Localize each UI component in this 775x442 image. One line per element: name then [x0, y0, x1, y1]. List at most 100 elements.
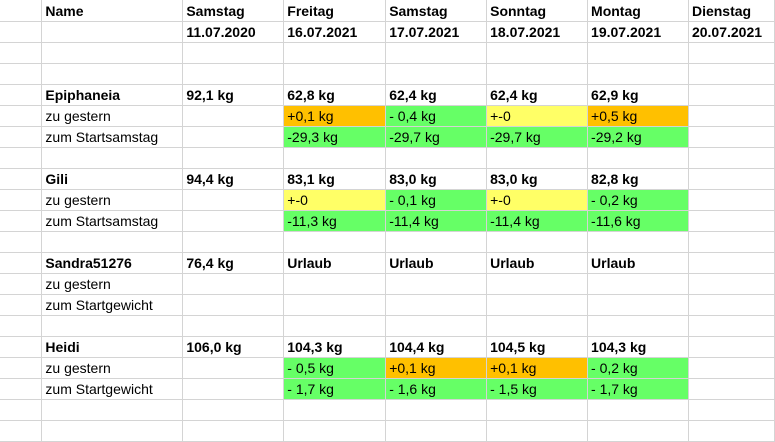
sheet-cell-empty[interactable] [182, 231, 285, 253]
sheet-cell-empty[interactable] [688, 273, 775, 295]
sheet-cell-empty[interactable] [385, 294, 488, 316]
value-cell[interactable]: - 0,5 kg [283, 357, 387, 379]
value-cell[interactable]: - 0,2 kg [587, 189, 689, 211]
sheet-cell-empty[interactable] [587, 42, 689, 64]
value-cell[interactable] [688, 378, 775, 400]
sheet-cell-empty[interactable] [385, 42, 488, 64]
sheet-cell-empty[interactable] [0, 0, 43, 22]
sheet-cell-empty[interactable] [283, 231, 387, 253]
sheet-cell-empty[interactable] [41, 315, 184, 337]
value-cell[interactable]: 83,1 kg [283, 168, 387, 190]
value-cell[interactable]: 62,8 kg [283, 84, 387, 106]
sheet-cell-empty[interactable] [385, 147, 488, 169]
value-cell[interactable]: 104,4 kg [385, 336, 488, 358]
value-cell[interactable]: - 0,4 kg [385, 105, 488, 127]
value-cell[interactable] [688, 189, 775, 211]
value-cell[interactable]: 19.07.2021 [587, 21, 689, 43]
value-cell[interactable]: - 0,1 kg [385, 189, 488, 211]
row-label-cell[interactable]: zu gestern [41, 273, 184, 295]
sheet-cell-empty[interactable] [283, 315, 387, 337]
value-cell[interactable] [688, 252, 775, 274]
value-cell[interactable]: 17.07.2021 [385, 21, 488, 43]
sheet-cell-empty[interactable] [0, 336, 43, 358]
value-cell[interactable]: +0,1 kg [486, 357, 589, 379]
sheet-cell-empty[interactable] [0, 252, 43, 274]
sheet-cell-empty[interactable] [41, 63, 184, 85]
value-cell[interactable]: 18.07.2021 [486, 21, 589, 43]
sheet-cell-empty[interactable] [688, 63, 775, 85]
value-cell[interactable]: Freitag [283, 0, 387, 22]
value-cell[interactable]: Urlaub [283, 252, 387, 274]
value-cell[interactable]: - 1,5 kg [486, 378, 589, 400]
sheet-cell-empty[interactable] [0, 231, 43, 253]
sheet-cell-empty[interactable] [486, 294, 589, 316]
value-cell[interactable]: 83,0 kg [385, 168, 488, 190]
sheet-cell-empty[interactable] [486, 42, 589, 64]
sheet-cell-empty[interactable] [385, 63, 488, 85]
sheet-cell-empty[interactable] [283, 294, 387, 316]
sheet-cell-empty[interactable] [688, 147, 775, 169]
row-label-cell[interactable] [41, 21, 184, 43]
sheet-cell-empty[interactable] [182, 42, 285, 64]
sheet-cell-empty[interactable] [587, 399, 689, 421]
sheet-cell-empty[interactable] [41, 399, 184, 421]
sheet-cell-empty[interactable] [283, 273, 387, 295]
value-cell[interactable]: Dienstag [688, 0, 775, 22]
sheet-cell-empty[interactable] [0, 210, 43, 232]
sheet-cell-empty[interactable] [486, 273, 589, 295]
value-cell[interactable]: +-0 [486, 189, 589, 211]
sheet-cell-empty[interactable] [182, 294, 285, 316]
value-cell[interactable]: +-0 [283, 189, 387, 211]
row-label-cell[interactable]: Epiphaneia [41, 84, 184, 106]
value-cell[interactable]: +-0 [486, 105, 589, 127]
sheet-cell-empty[interactable] [182, 399, 285, 421]
sheet-cell-empty[interactable] [385, 315, 488, 337]
value-cell[interactable] [688, 336, 775, 358]
sheet-cell-empty[interactable] [41, 42, 184, 64]
sheet-cell-empty[interactable] [182, 147, 285, 169]
value-cell[interactable]: 62,9 kg [587, 84, 689, 106]
sheet-cell-empty[interactable] [587, 294, 689, 316]
value-cell[interactable]: -29,7 kg [486, 126, 589, 148]
value-cell[interactable]: -29,2 kg [587, 126, 689, 148]
value-cell[interactable]: 11.07.2020 [182, 21, 285, 43]
value-cell[interactable]: 62,4 kg [385, 84, 488, 106]
sheet-cell-empty[interactable] [587, 147, 689, 169]
sheet-cell-empty[interactable] [587, 231, 689, 253]
sheet-cell-empty[interactable] [0, 147, 43, 169]
value-cell[interactable]: 83,0 kg [486, 168, 589, 190]
row-label-cell[interactable]: Gili [41, 168, 184, 190]
value-cell[interactable]: - 1,7 kg [587, 378, 689, 400]
value-cell[interactable]: +0,1 kg [283, 105, 387, 127]
sheet-cell-empty[interactable] [182, 273, 285, 295]
value-cell[interactable] [688, 210, 775, 232]
sheet-cell-empty[interactable] [283, 399, 387, 421]
sheet-cell-empty[interactable] [0, 189, 43, 211]
value-cell[interactable]: - 0,2 kg [587, 357, 689, 379]
row-label-cell[interactable]: Heidi [41, 336, 184, 358]
sheet-cell-empty[interactable] [688, 294, 775, 316]
sheet-cell-empty[interactable] [0, 63, 43, 85]
value-cell[interactable] [688, 126, 775, 148]
sheet-cell-empty[interactable] [283, 147, 387, 169]
row-label-cell[interactable]: zu gestern [41, 105, 184, 127]
value-cell[interactable]: -11,6 kg [587, 210, 689, 232]
value-cell[interactable]: Urlaub [385, 252, 488, 274]
value-cell[interactable] [182, 378, 285, 400]
row-label-cell[interactable]: zu gestern [41, 189, 184, 211]
value-cell[interactable]: 62,4 kg [486, 84, 589, 106]
sheet-cell-empty[interactable] [0, 126, 43, 148]
sheet-cell-empty[interactable] [587, 63, 689, 85]
sheet-cell-empty[interactable] [486, 147, 589, 169]
sheet-cell-empty[interactable] [0, 168, 43, 190]
value-cell[interactable]: 82,8 kg [587, 168, 689, 190]
sheet-cell-empty[interactable] [486, 315, 589, 337]
sheet-cell-empty[interactable] [688, 399, 775, 421]
sheet-cell-empty[interactable] [0, 42, 43, 64]
sheet-cell-empty[interactable] [0, 105, 43, 127]
value-cell[interactable] [182, 189, 285, 211]
sheet-cell-empty[interactable] [385, 231, 488, 253]
row-label-cell[interactable]: zum Startsamstag [41, 210, 184, 232]
value-cell[interactable] [688, 84, 775, 106]
value-cell[interactable]: Sonntag [486, 0, 589, 22]
